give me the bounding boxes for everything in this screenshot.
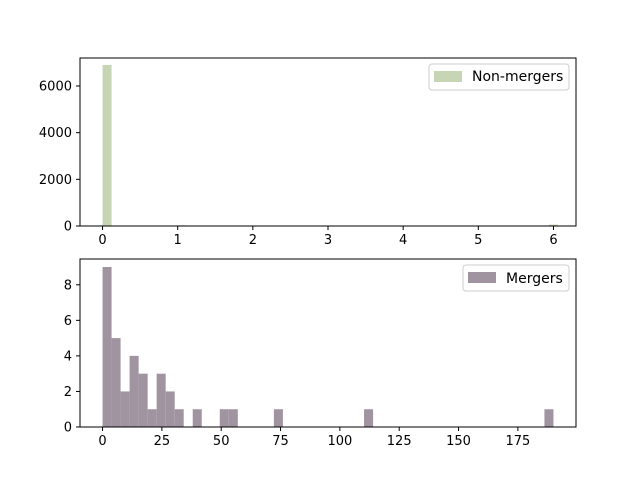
mergers-bars xyxy=(102,267,554,427)
non-mergers-y-ticks: 0 2000 4000 6000 xyxy=(39,80,80,235)
non-mergers-legend: Non-mergers xyxy=(428,63,570,91)
mergers-y-ticks: 0 2 4 6 8 xyxy=(64,278,80,436)
histogram-bar xyxy=(192,409,202,427)
x-tick-label: 100 xyxy=(327,434,352,449)
x-tick-label: 125 xyxy=(387,434,412,449)
histogram-bar xyxy=(102,267,112,427)
legend-box xyxy=(428,63,570,91)
mergers-histogram: 0 25 50 75 100 125 150 175 0 2 4 6 8 Mergers xyxy=(64,258,577,449)
x-tick-label: 150 xyxy=(446,434,471,449)
x-tick-label: 6 xyxy=(549,233,557,248)
histogram-bar xyxy=(129,355,139,427)
mergers-axes-frame xyxy=(79,258,577,428)
x-tick-label: 75 xyxy=(272,434,289,449)
histogram-bar xyxy=(111,338,121,427)
histogram-bar xyxy=(102,65,112,226)
y-tick-label: 6 xyxy=(64,314,72,329)
y-tick-label: 0 xyxy=(64,421,72,436)
y-tick-label: 2 xyxy=(64,385,72,400)
y-tick-label: 6000 xyxy=(39,80,72,95)
legend-label: Mergers xyxy=(506,271,563,287)
x-tick-label: 4 xyxy=(399,233,407,248)
x-tick-label: 0 xyxy=(98,434,106,449)
histogram-bar xyxy=(364,409,374,427)
x-tick-label: 25 xyxy=(154,434,171,449)
legend-swatch xyxy=(434,71,462,82)
histogram-bar xyxy=(156,373,166,427)
legend-box xyxy=(462,264,570,292)
legend-label: Non-mergers xyxy=(472,69,563,85)
x-tick-label: 0 xyxy=(98,233,106,248)
non-mergers-histogram: 0 1 2 3 4 5 6 0 2000 4000 6000 Non-mergers xyxy=(39,57,577,248)
histogram-bar xyxy=(174,409,184,427)
histogram-bar xyxy=(548,224,558,226)
histogram-bar xyxy=(273,409,283,427)
x-tick-label: 2 xyxy=(249,233,257,248)
y-tick-label: 8 xyxy=(64,278,72,293)
x-tick-label: 1 xyxy=(174,233,182,248)
mergers-legend: Mergers xyxy=(462,264,570,292)
non-mergers-x-ticks: 0 1 2 3 4 5 6 xyxy=(98,226,558,248)
mergers-x-ticks: 0 25 50 75 100 125 150 175 xyxy=(98,427,530,449)
legend-swatch xyxy=(468,272,496,283)
histogram-bar xyxy=(138,373,148,427)
x-tick-label: 5 xyxy=(474,233,482,248)
x-tick-label: 3 xyxy=(324,233,332,248)
x-tick-label: 50 xyxy=(213,434,230,449)
histogram-bar xyxy=(120,391,130,427)
x-tick-label: 175 xyxy=(505,434,530,449)
y-tick-label: 4 xyxy=(64,349,72,364)
y-tick-label: 2000 xyxy=(39,173,72,188)
y-tick-label: 0 xyxy=(64,220,72,235)
histogram-bar xyxy=(219,409,229,427)
histogram-bar xyxy=(147,409,157,427)
histogram-bar xyxy=(165,391,175,427)
y-tick-label: 4000 xyxy=(39,126,72,141)
histogram-bar xyxy=(544,409,554,427)
histogram-bar xyxy=(228,409,238,427)
